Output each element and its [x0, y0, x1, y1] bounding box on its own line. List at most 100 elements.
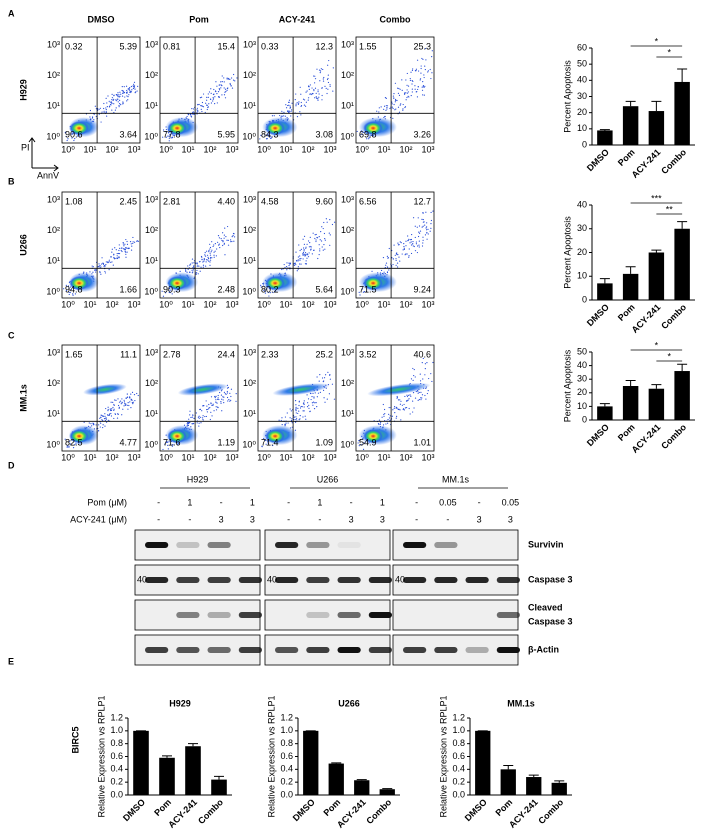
event-dot — [407, 85, 410, 87]
event-dot — [107, 410, 109, 412]
event-dot — [109, 101, 112, 103]
event-dot — [259, 138, 261, 140]
event-dot — [287, 422, 289, 424]
quadrant-value: 2.81 — [163, 196, 181, 206]
event-dot — [204, 111, 206, 114]
event-dot — [193, 108, 195, 110]
event-dot — [297, 412, 299, 415]
event-dot — [293, 264, 295, 266]
event-dot — [393, 93, 395, 95]
event-dot — [213, 251, 215, 253]
axis-tick-label: 10⁰ — [355, 299, 369, 309]
event-dot — [312, 392, 314, 394]
event-dot — [321, 87, 323, 89]
quadrant-value: 90.6 — [65, 129, 83, 139]
event-dot — [412, 392, 415, 394]
event-dot — [206, 99, 208, 101]
chart-title: U266 — [338, 698, 360, 708]
quadrant-value: 1.09 — [315, 437, 333, 447]
event-dot — [299, 249, 301, 252]
axis-tick-label: 10⁰ — [144, 131, 158, 141]
event-dot — [398, 256, 400, 258]
event-dot — [161, 290, 163, 292]
axis-tick-label: 10⁰ — [340, 131, 354, 141]
axis-tick-label: 10² — [203, 452, 216, 462]
event-dot — [100, 263, 103, 265]
event-dot — [323, 221, 325, 224]
event-dot — [118, 244, 120, 246]
event-dot — [400, 419, 402, 421]
event-dot — [98, 108, 100, 110]
y-tick-label: 0.0 — [452, 789, 465, 799]
event-dot — [396, 262, 399, 264]
event-dot — [417, 217, 419, 219]
quadrant-value: 69.8 — [359, 129, 377, 139]
event-dot — [129, 396, 131, 398]
event-dot — [406, 96, 408, 99]
event-dot — [424, 47, 427, 50]
event-dot — [407, 95, 409, 97]
event-dot — [123, 86, 125, 88]
event-dot — [195, 272, 197, 274]
event-dot — [409, 77, 411, 80]
event-dot — [420, 397, 422, 399]
event-dot — [115, 99, 117, 101]
event-dot — [190, 115, 192, 117]
event-dot — [407, 399, 409, 401]
event-dot — [220, 394, 223, 396]
bar — [648, 111, 665, 145]
event-dot — [133, 81, 136, 83]
event-dot — [128, 89, 131, 91]
event-dot — [187, 424, 190, 427]
axis-tick-label: 10³ — [225, 144, 238, 154]
event-dot — [132, 236, 134, 239]
event-dot — [412, 411, 414, 413]
event-dot — [312, 401, 315, 403]
event-dot — [419, 230, 422, 232]
event-dot — [312, 404, 314, 406]
event-dot — [168, 291, 170, 294]
event-dot — [395, 108, 397, 110]
event-dot — [272, 291, 274, 294]
axis-tick-label: 10² — [243, 225, 256, 235]
bar — [674, 371, 690, 420]
lane-value: 3 — [380, 514, 385, 524]
event-dot — [426, 361, 428, 364]
event-dot — [186, 271, 188, 273]
event-dot — [221, 94, 223, 96]
axis-tick-label: 10³ — [127, 452, 140, 462]
bar — [622, 106, 639, 145]
event-dot — [105, 261, 107, 263]
event-dot — [208, 249, 210, 252]
band — [337, 577, 361, 583]
event-dot — [420, 67, 422, 70]
axis-tick-label: 10⁰ — [61, 299, 75, 309]
event-dot — [68, 293, 70, 296]
event-dot — [408, 398, 410, 400]
event-dot — [130, 399, 132, 401]
event-dot — [205, 102, 207, 104]
event-dot — [260, 286, 262, 288]
event-dot — [289, 105, 291, 107]
event-dot — [324, 237, 326, 240]
event-dot — [201, 101, 204, 104]
event-dot — [123, 92, 125, 94]
event-dot — [393, 103, 395, 106]
event-dot — [168, 137, 170, 139]
axis-tick-label: 10² — [301, 299, 314, 309]
event-dot — [209, 98, 212, 100]
event-dot — [314, 75, 316, 77]
axis-tick-label: 10¹ — [243, 256, 256, 266]
event-dot — [217, 234, 220, 237]
event-dot — [423, 74, 425, 76]
quadrant-value: 84.3 — [261, 129, 279, 139]
event-dot — [189, 114, 192, 116]
event-dot — [168, 289, 170, 292]
event-dot — [216, 402, 218, 404]
event-dot — [202, 417, 204, 419]
event-dot — [295, 251, 297, 253]
event-dot — [420, 399, 422, 401]
event-dot — [217, 397, 219, 399]
column-header: Combo — [380, 14, 411, 24]
